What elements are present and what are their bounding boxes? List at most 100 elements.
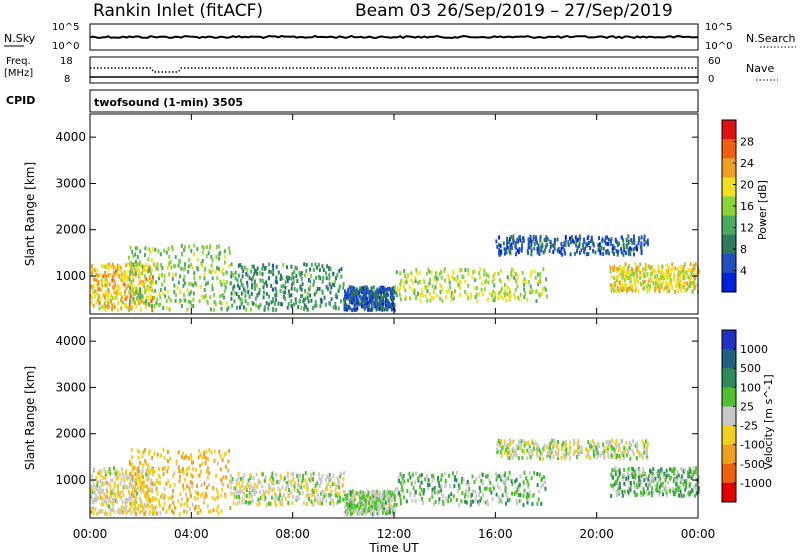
- data-cell: [169, 483, 172, 488]
- data-cell: [147, 466, 150, 471]
- data-cell: [617, 288, 620, 293]
- data-cell: [565, 454, 568, 459]
- data-cell: [282, 284, 285, 289]
- velocity-ylabel: Slant Range [km]: [23, 366, 37, 470]
- data-cell: [124, 293, 127, 298]
- data-cell: [481, 472, 484, 477]
- data-cell: [350, 296, 353, 301]
- data-cell: [450, 294, 453, 299]
- data-cell: [473, 269, 476, 274]
- data-cell: [159, 252, 162, 257]
- data-cell: [508, 249, 511, 254]
- data-cell: [226, 307, 229, 312]
- data-cell: [287, 289, 290, 294]
- data-cell: [597, 243, 600, 247]
- data-cell: [92, 303, 95, 308]
- data-cell: [93, 490, 96, 495]
- data-cell: [139, 496, 142, 501]
- data-cell: [504, 501, 507, 506]
- data-cell: [506, 275, 509, 280]
- data-cell: [437, 489, 440, 494]
- data-cell: [422, 278, 425, 283]
- data-cell: [412, 280, 415, 285]
- data-cell: [474, 489, 477, 494]
- data-cell: [304, 296, 307, 301]
- data-cell: [344, 506, 347, 511]
- data-cell: [343, 510, 346, 515]
- data-cell: [485, 486, 488, 491]
- data-cell: [352, 499, 355, 504]
- colorbar-tick-label: 12: [740, 222, 754, 235]
- data-cell: [614, 451, 616, 456]
- data-cell: [205, 254, 208, 258]
- data-cell: [635, 456, 638, 461]
- data-cell: [116, 267, 119, 272]
- data-cell: [108, 262, 111, 267]
- data-cell: [667, 473, 670, 478]
- data-cell: [622, 272, 625, 277]
- data-cell: [94, 485, 97, 490]
- data-cell: [665, 493, 668, 498]
- data-cell: [214, 473, 217, 478]
- data-cell: [542, 250, 545, 255]
- data-cell: [105, 512, 108, 517]
- data-cell: [527, 240, 530, 245]
- data-cell: [661, 273, 664, 278]
- data-cell: [403, 280, 406, 285]
- data-cell: [312, 471, 315, 476]
- data-cell: [129, 471, 132, 476]
- data-cell: [418, 484, 421, 489]
- data-cell: [339, 495, 342, 500]
- data-cell: [324, 271, 327, 276]
- data-cell: [536, 472, 539, 476]
- data-cell: [90, 294, 93, 299]
- data-cell: [188, 486, 191, 491]
- data-cell: [141, 454, 144, 459]
- data-cell: [237, 471, 240, 476]
- data-cell: [209, 509, 212, 514]
- data-cell: [381, 510, 384, 515]
- data-cell: [388, 300, 391, 305]
- data-cell: [124, 297, 127, 302]
- data-cell: [353, 292, 356, 297]
- data-cell: [470, 295, 473, 299]
- data-cell: [151, 303, 153, 308]
- data-cell: [625, 238, 628, 242]
- data-cell: [361, 299, 364, 304]
- data-cell: [105, 480, 108, 485]
- data-cell: [275, 307, 278, 312]
- data-cell: [110, 478, 113, 483]
- data-cell: [641, 273, 644, 278]
- data-cell: [287, 483, 290, 488]
- data-cell: [572, 439, 575, 443]
- data-cell: [478, 271, 481, 276]
- data-cell: [148, 275, 151, 280]
- data-cell: [151, 509, 154, 514]
- data-cell: [258, 270, 261, 275]
- data-cell: [509, 442, 512, 446]
- data-cell: [603, 449, 606, 454]
- data-cell: [97, 273, 100, 278]
- data-cell: [627, 449, 629, 454]
- data-cell: [240, 291, 243, 296]
- data-cell: [196, 267, 199, 272]
- data-cell: [503, 291, 506, 296]
- data-cell: [325, 484, 328, 488]
- data-cell: [347, 287, 350, 292]
- data-cell: [163, 487, 166, 492]
- data-cell: [168, 504, 171, 509]
- data-cell: [402, 284, 405, 289]
- data-cell: [654, 484, 657, 489]
- data-cell: [680, 477, 683, 481]
- data-cell: [113, 466, 115, 471]
- data-cell: [585, 454, 588, 459]
- data-cell: [128, 282, 131, 287]
- data-cell: [599, 453, 602, 458]
- data-cell: [663, 274, 666, 279]
- data-cell: [538, 456, 541, 461]
- data-cell: [95, 511, 98, 516]
- data-cell: [91, 267, 94, 272]
- data-cell: [458, 503, 461, 508]
- data-cell: [244, 299, 247, 303]
- data-cell: [306, 502, 308, 506]
